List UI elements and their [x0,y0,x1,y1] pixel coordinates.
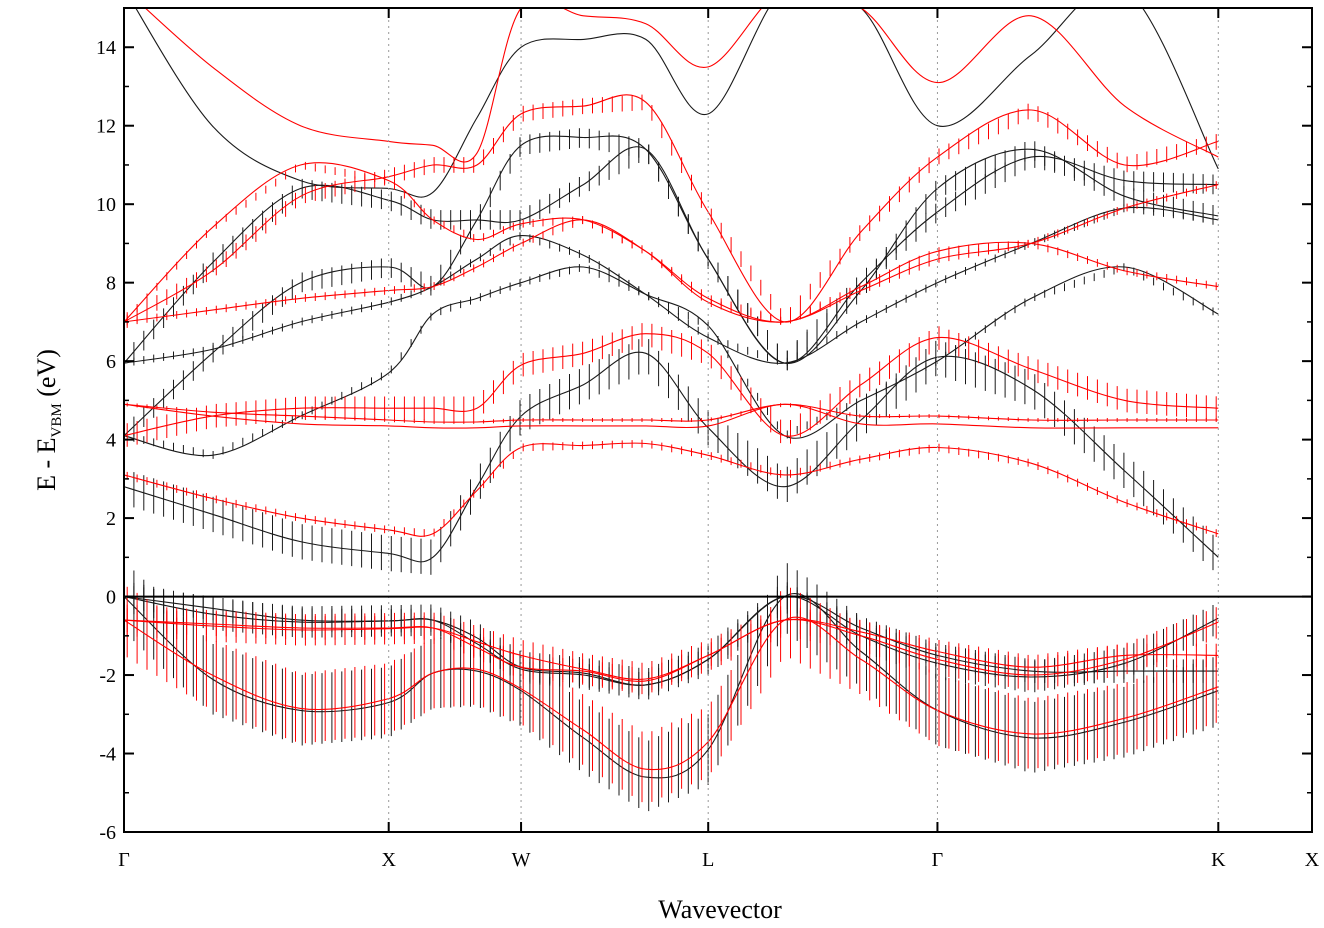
band-black-6 [124,146,1219,364]
band-red-3 [124,442,1219,537]
band-red-1 [124,619,1219,680]
k-point-label: K [1211,849,1226,871]
error-bars-black-0 [124,561,1214,812]
y-tick-label: 12 [96,116,116,138]
band-red-9 [124,94,1219,323]
k-point-label: L [702,849,714,871]
bands-layer [124,8,1219,812]
band-black-7 [124,135,1219,437]
band-red-10 [144,8,1219,163]
band-black-5 [124,206,1219,364]
y-tick-label: -4 [99,744,116,766]
band-red-4 [124,333,1219,437]
y-axis-title-unit: (eV) [32,349,61,403]
y-axis-title-subscript: VBM [49,403,65,437]
k-point-label: Γ [118,849,130,871]
y-axis-title: E - EVBM (eV) [32,349,65,491]
y-tick-label: 0 [106,587,116,609]
plot-frame [123,7,1313,833]
band-red-5 [124,403,1219,423]
y-tick-label: 4 [106,430,116,452]
series-black [124,8,1219,812]
error-bars-red-1 [126,604,1217,695]
y-tick-label: 14 [96,37,116,59]
y-tick-label: -2 [99,665,116,687]
band-black-3 [124,351,1219,563]
error-bars-red-0 [126,586,1217,803]
y-tick-label: 8 [106,273,116,295]
band-red-6 [124,403,1219,429]
band-red-8 [124,162,1219,323]
band-red-7 [124,184,1219,323]
error-bars-red-2 [126,608,1217,693]
band-black-8 [135,8,1219,198]
y-tick-label: 6 [106,351,116,373]
error-bars-red-3 [126,439,1217,537]
k-point-label: Γ [932,849,944,871]
error-bars-black-7 [124,128,1214,446]
series-red [124,8,1219,803]
k-point-label: X [381,849,396,871]
error-bars-black-2 [124,584,1214,696]
error-bars-red-9 [126,94,1217,328]
x-axis-title: Wavevector [658,895,782,924]
y-tick-label: -6 [99,822,116,844]
y-axis-title-main: E - E [32,437,61,490]
tick-labels: -6 -4 -2 0 2 4 6 8 10 12 14 Γ X W L Γ K X [96,37,1320,871]
axes [123,7,1313,833]
y-tick-label: 2 [106,508,116,530]
y-tick-label: 10 [96,194,116,216]
band-red-0 [124,616,1219,771]
k-point-label: W [512,849,531,871]
k-point-label: X [1305,849,1320,871]
